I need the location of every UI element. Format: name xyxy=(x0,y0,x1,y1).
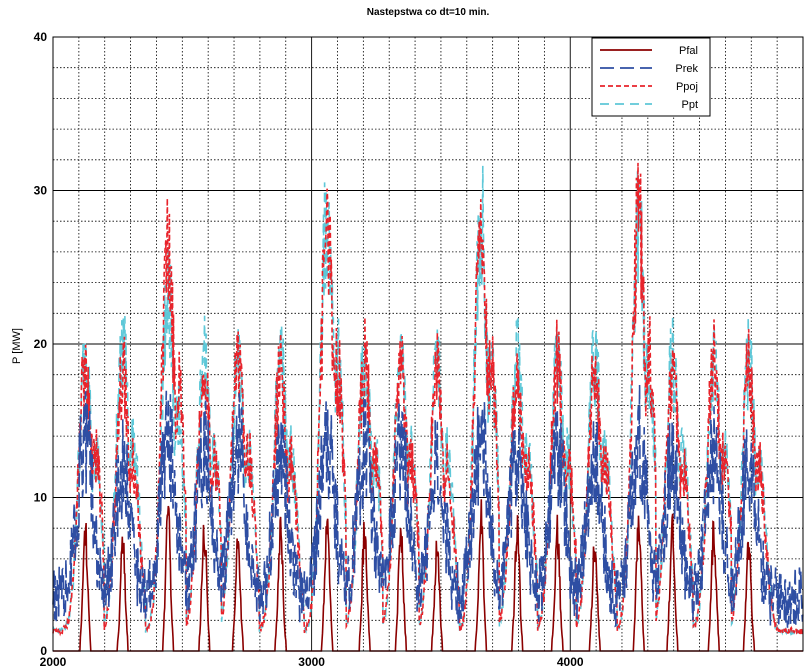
x-tick-label: 4000 xyxy=(557,655,584,669)
y-tick-label: 0 xyxy=(40,644,47,658)
legend-label-pfal: Pfal xyxy=(679,45,698,57)
legend-box xyxy=(591,37,711,117)
legend: Pfal Prek Ppoj Ppt xyxy=(591,37,711,117)
y-tick-label: 20 xyxy=(34,337,48,351)
series-line-prek xyxy=(52,384,804,628)
y-tick-label: 40 xyxy=(34,30,48,44)
y-axis-label: P [MW] xyxy=(11,328,23,364)
plot-area xyxy=(52,162,804,652)
legend-label-ppoj: Ppoj xyxy=(676,81,698,93)
plot-frame xyxy=(52,36,804,652)
series-line-ppoj xyxy=(52,162,804,637)
y-tick-label: 30 xyxy=(34,184,48,198)
y-tick-label: 10 xyxy=(34,491,48,505)
legend-label-ppt: Ppt xyxy=(681,99,698,111)
tick-labels: 2000 3000 4000 0 10 20 30 40 xyxy=(34,30,584,669)
x-tick-label: 2000 xyxy=(40,655,67,669)
x-tick-label: 3000 xyxy=(298,655,325,669)
legend-label-prek: Prek xyxy=(675,63,698,75)
chart-title: Nastepstwa co dt=10 min. xyxy=(367,7,490,18)
